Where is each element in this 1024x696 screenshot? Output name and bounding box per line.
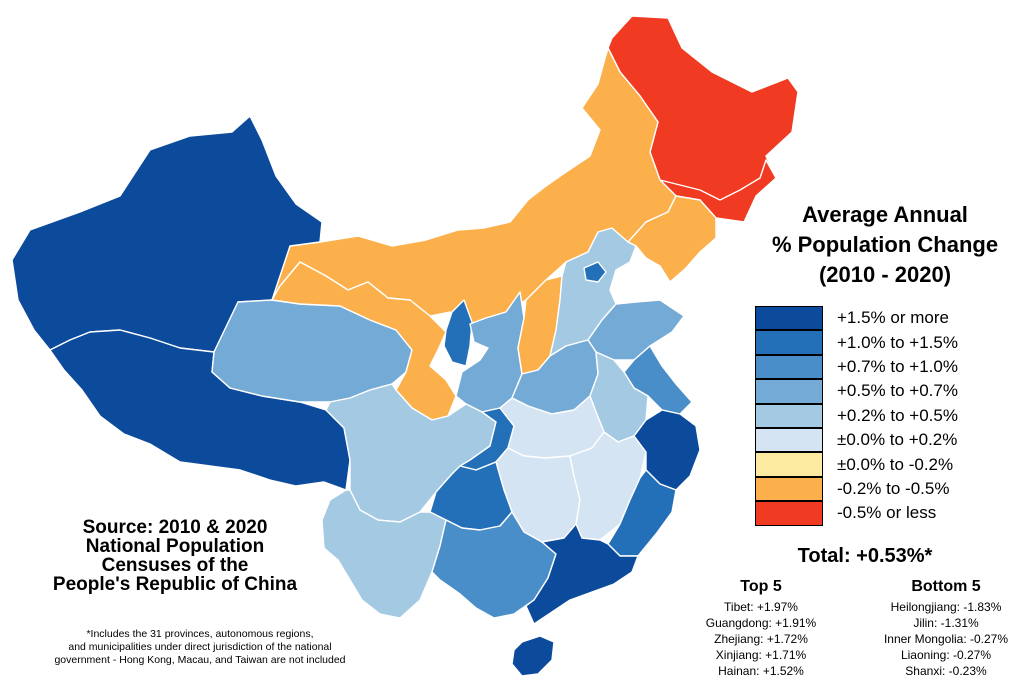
legend-swatch (755, 379, 823, 404)
title-line-2: % Population Change (771, 232, 999, 257)
legend-item: -0.2% to -0.5% (755, 476, 958, 502)
legend-item: +0.5% to +0.7% (755, 379, 958, 404)
legend-item: +0.7% to +1.0% (755, 354, 958, 380)
region-hainan[interactable] (511, 635, 555, 677)
source-line-1: Source: 2010 & 2020 (82, 517, 268, 538)
legend-item: +1.0% to +1.5% (755, 330, 958, 355)
total-change: Total: +0.53%* (797, 545, 933, 567)
legend-label: ±0.0% to +0.2% (837, 430, 958, 450)
top-5-item: Xinjiang: +1.71% (715, 648, 807, 662)
region-hebei[interactable] (549, 227, 637, 357)
legend-swatch (755, 452, 823, 477)
footnote: *Includes the 31 provinces, autonomous r… (20, 628, 380, 667)
top-5-item: Tibet: +1.97% (724, 600, 798, 614)
legend-swatch (755, 330, 823, 355)
legend-swatch (755, 501, 823, 526)
top-5-list: Top 5 Tibet: +1.97% Guangdong: +1.91% Zh… (686, 577, 836, 679)
footnote-line-3: government - Hong Kong, Macau, and Taiwa… (54, 654, 346, 666)
bottom-5-item: Jilin: -1.31% (913, 616, 979, 630)
region-liaoning[interactable] (627, 195, 717, 283)
legend-label: +1.5% or more (837, 308, 949, 328)
legend: +1.5% or more +1.0% to +1.5% +0.7% to +1.0… (755, 306, 958, 526)
top-5-item: Guangdong: +1.91% (705, 616, 817, 630)
legend-item: +0.2% to +0.5% (755, 403, 958, 428)
title-line-1: Average Annual (802, 202, 968, 227)
legend-label: -0.5% or less (837, 503, 937, 523)
region-ningxia[interactable] (443, 299, 473, 367)
legend-label: +1.0% to +1.5% (837, 332, 958, 352)
bottom-5-item: Inner Mongolia: -0.27% (883, 632, 1009, 646)
bottom-5-heading: Bottom 5 (911, 578, 981, 595)
source-note: Source: 2010 & 2020 National Population … (30, 518, 320, 594)
legend-item: -0.5% or less (755, 501, 958, 526)
legend-item: ±0.0% to +0.2% (755, 427, 958, 453)
legend-label: -0.2% to -0.5% (837, 478, 950, 498)
legend-label: +0.7% to +1.0% (837, 356, 958, 376)
legend-item: +1.5% or more (755, 306, 958, 331)
source-line-2: National Population (85, 536, 265, 557)
source-line-3: Censuses of the (101, 555, 249, 576)
region-gansu[interactable] (271, 261, 457, 421)
legend-label: +0.5% to +0.7% (837, 381, 958, 401)
legend-label: +0.2% to +0.5% (837, 405, 958, 425)
bottom-5-list: Bottom 5 Heilongjiang: -1.83% Jilin: -1.… (866, 577, 1024, 679)
legend-swatch (755, 476, 823, 502)
legend-swatch (755, 306, 823, 331)
region-beijing[interactable] (583, 261, 607, 283)
legend-label: ±0.0% to -0.2% (837, 454, 954, 474)
legend-swatch (755, 403, 823, 428)
source-line-4: People's Republic of China (52, 574, 298, 595)
top-5-item: Zhejiang: +1.72% (714, 632, 808, 646)
legend-swatch (755, 354, 823, 380)
footnote-line-1: *Includes the 31 provinces, autonomous r… (86, 628, 314, 640)
bottom-5-item: Liaoning: -0.27% (900, 648, 992, 662)
region-zhejiang[interactable] (633, 409, 701, 491)
region-guangdong[interactable] (525, 523, 639, 625)
bottom-5-item: Shanxi: -0.23% (905, 664, 987, 678)
top-5-item: Hainan: +1.52% (718, 664, 804, 678)
legend-item: ±0.0% to -0.2% (755, 452, 958, 477)
title-line-3: (2010 - 2020) (818, 262, 952, 287)
top-5-heading: Top 5 (740, 578, 782, 595)
region-yunnan[interactable] (321, 489, 447, 619)
map-title: Average Annual % Population Change (2010… (745, 200, 1024, 290)
footnote-line-2: and municipalities under direct jurisdic… (68, 641, 332, 653)
bottom-5-item: Heilongjiang: -1.83% (890, 600, 1002, 614)
legend-swatch (755, 427, 823, 453)
